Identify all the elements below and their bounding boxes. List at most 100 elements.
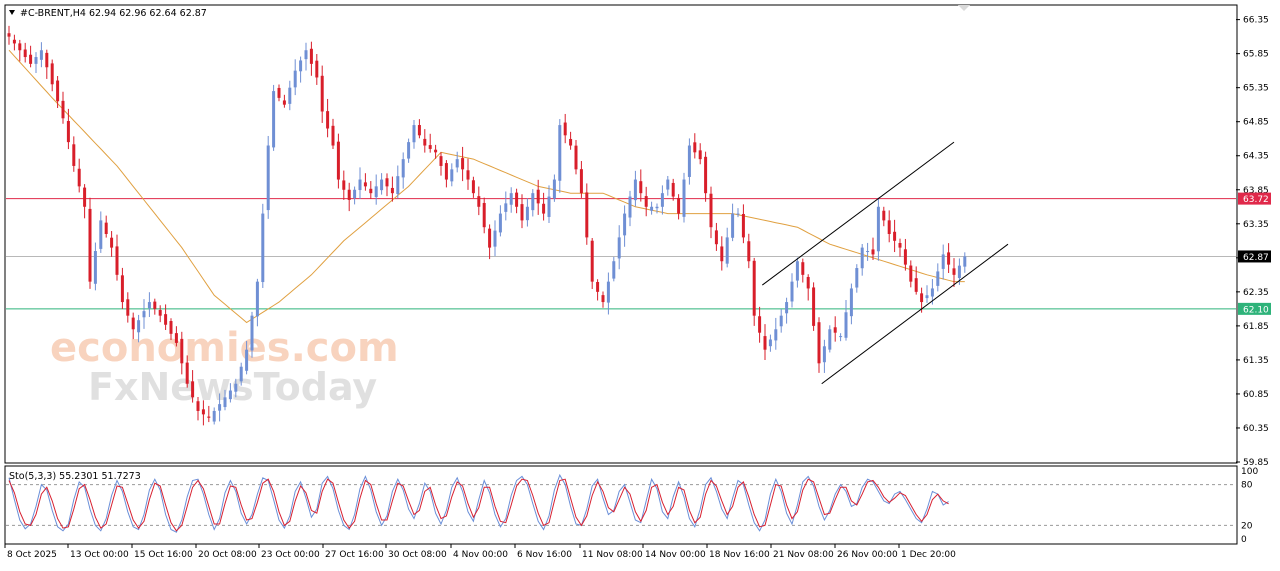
candle [671, 178, 675, 201]
candle-body [903, 249, 907, 265]
candle-body [309, 48, 313, 64]
candle [639, 169, 643, 202]
candle [763, 324, 767, 361]
candle [66, 108, 70, 150]
candle [131, 312, 135, 340]
candle-body [153, 301, 157, 309]
candle-body [39, 50, 43, 60]
candle-body [93, 251, 97, 284]
candle-body [882, 210, 886, 221]
candle-body [488, 228, 492, 248]
candle-body [471, 180, 475, 194]
candle-body [439, 156, 443, 166]
candle-body [255, 281, 259, 317]
candle [876, 197, 880, 261]
candle [180, 331, 184, 375]
candle-body [731, 213, 735, 238]
shift-marker-icon[interactable] [958, 5, 970, 11]
candle-body [450, 169, 454, 182]
candle [169, 318, 173, 340]
candle-body [741, 213, 745, 238]
candle-body [261, 213, 265, 283]
candle [774, 317, 778, 350]
candle [304, 42, 308, 71]
stochastic-signal-line [8, 478, 949, 532]
candle [347, 182, 351, 212]
candle-body [693, 142, 697, 153]
candle [23, 42, 27, 63]
channel-lower-line[interactable] [821, 243, 1009, 385]
candle-body [12, 39, 16, 44]
candle [77, 158, 81, 193]
stochastic-panel: 100 80 20 0 Sto(5,3,3) 55.2301 51.7273 [4, 465, 1258, 545]
current-price-tag [1238, 250, 1271, 263]
candle [428, 133, 432, 153]
price-tick-label: 64.85 [1243, 118, 1269, 128]
candle [552, 174, 556, 202]
candle [531, 189, 535, 217]
candle-body [833, 327, 837, 333]
candle-body [120, 275, 124, 303]
candle [822, 339, 826, 373]
candle-body [493, 230, 497, 247]
candle [137, 314, 141, 343]
candle [18, 39, 22, 62]
stochastic-axis: 100 80 20 0 [1241, 467, 1258, 545]
candle-body [574, 145, 578, 170]
candle [120, 267, 124, 309]
candle [617, 225, 621, 270]
candle [779, 309, 783, 333]
candle [282, 94, 286, 108]
candle [952, 258, 956, 288]
candle-body [558, 125, 562, 181]
stochastic-tick-label: 0 [1241, 535, 1247, 545]
candle-body [839, 336, 843, 338]
candle-body [29, 54, 33, 64]
candle-body [347, 189, 351, 200]
candle [844, 300, 848, 341]
stochastic-header: Sto(5,3,3) 55.2301 51.7273 [9, 471, 141, 482]
candle [569, 131, 573, 150]
price-tick-label: 61.35 [1243, 356, 1269, 366]
candle-body [633, 179, 637, 201]
candle [29, 45, 33, 68]
candle [450, 163, 454, 187]
candle-body [828, 329, 832, 350]
candle-body [412, 125, 416, 143]
candle [547, 185, 551, 223]
candle-body [596, 281, 600, 292]
candle [288, 80, 292, 111]
channel-upper-line[interactable] [762, 141, 955, 286]
price-tick-label: 60.85 [1243, 390, 1269, 400]
candle [115, 234, 119, 281]
candle-body [579, 169, 583, 194]
candle-body [77, 168, 81, 187]
candle [590, 238, 594, 290]
candle-body [66, 120, 70, 143]
candle-body [860, 247, 864, 269]
candle [515, 188, 519, 214]
candle [849, 283, 853, 325]
candle-body [88, 208, 92, 282]
candle-body [7, 33, 11, 37]
candle [866, 242, 870, 261]
candle-body [655, 206, 659, 209]
candle-body [525, 206, 529, 221]
candle [623, 205, 627, 247]
candle [320, 65, 324, 123]
candle [542, 192, 546, 221]
candle-body [174, 333, 178, 343]
candle [558, 119, 562, 193]
candle-body [909, 265, 913, 282]
candle [709, 186, 713, 239]
candle-body [56, 80, 60, 102]
candle-body [644, 196, 648, 207]
candle [520, 194, 524, 229]
price-tick-label: 63.85 [1243, 186, 1269, 196]
candle [385, 173, 389, 197]
chevron-down-icon[interactable] [9, 10, 15, 15]
candle-body [110, 237, 114, 248]
candle [806, 274, 810, 301]
candle [947, 243, 951, 274]
candle-body [650, 206, 654, 211]
